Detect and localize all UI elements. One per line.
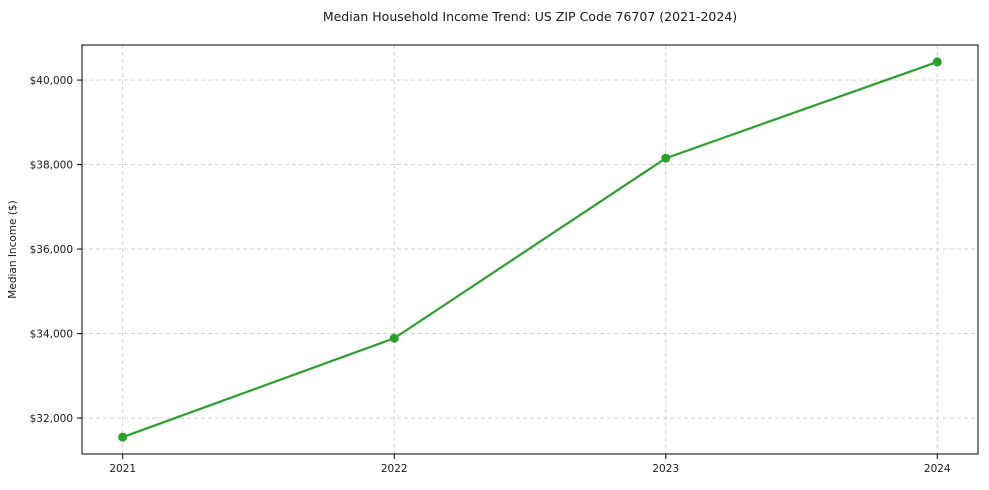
data-point: [118, 432, 128, 442]
data-point: [389, 333, 399, 343]
x-tick-label: 2021: [109, 463, 136, 475]
y-axis-label: Median Income ($): [7, 200, 19, 298]
x-tick-label: 2022: [381, 463, 408, 475]
x-tick-label: 2024: [924, 463, 951, 475]
y-tick-label: $36,000: [30, 244, 73, 256]
plot-border: [81, 44, 979, 455]
y-tick-label: $34,000: [30, 328, 73, 340]
y-tick-label: $38,000: [30, 159, 73, 171]
chart-title: Median Household Income Trend: US ZIP Co…: [323, 9, 737, 24]
x-tick-label: 2023: [652, 463, 679, 475]
plot-area: $32,000 $34,000 $36,000 $38,000 $40,000 2021 2…: [30, 44, 979, 475]
data-point: [661, 153, 671, 163]
y-tick-label: $40,000: [30, 75, 73, 87]
trend-line: [121, 60, 939, 439]
data-point: [932, 57, 942, 67]
y-tick-label: $32,000: [30, 413, 73, 425]
